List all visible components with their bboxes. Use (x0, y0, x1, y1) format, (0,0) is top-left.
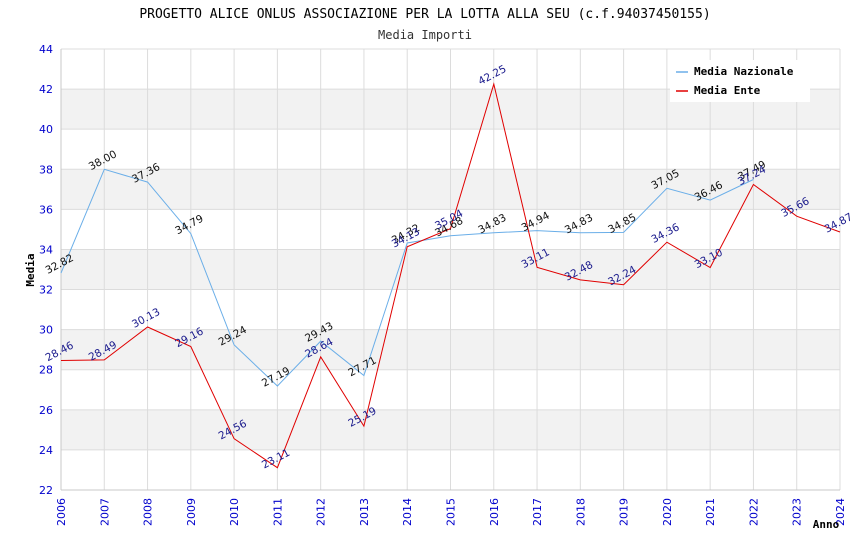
x-tick-label: 2019 (618, 498, 631, 526)
x-tick-label: 2017 (531, 498, 544, 526)
x-tick-label: 2011 (271, 498, 284, 526)
x-tick-label: 2021 (704, 498, 717, 526)
x-tick-label: 2024 (834, 498, 847, 526)
y-tick-label: 32 (39, 284, 53, 297)
y-tick-label: 30 (39, 324, 53, 337)
x-tick-label: 2009 (185, 498, 198, 526)
legend-label-ente: Media Ente (694, 84, 761, 97)
y-tick-label: 38 (39, 163, 53, 176)
y-tick-label: 42 (39, 83, 53, 96)
y-tick-label: 26 (39, 404, 53, 417)
y-tick-label: 22 (39, 484, 53, 497)
y-axis-label: Media (24, 253, 37, 286)
series-lines (60, 82, 841, 469)
x-tick-label: 2014 (401, 498, 414, 526)
y-axis-ticks: 22 24 26 28 30 32 34 36 38 40 42 44 (39, 43, 53, 497)
y-tick-label: 34 (39, 243, 53, 256)
y-tick-label: 28 (39, 364, 53, 377)
y-tick-label: 40 (39, 123, 53, 136)
series-line-nazionale (60, 168, 754, 387)
x-tick-label: 2013 (358, 498, 371, 526)
x-tick-label: 2010 (228, 498, 241, 526)
legend-box (670, 60, 810, 102)
x-tick-label: 2023 (791, 498, 804, 526)
x-tick-label: 2008 (142, 498, 155, 526)
x-tick-label: 2012 (315, 498, 328, 526)
x-tick-label: 2016 (488, 498, 501, 526)
chart-title: PROGETTO ALICE ONLUS ASSOCIAZIONE PER LA… (139, 7, 710, 22)
y-tick-label: 44 (39, 43, 53, 56)
chart-subtitle: Media Importi (378, 28, 472, 42)
legend-label-nazionale: Media Nazionale (694, 65, 794, 78)
x-tick-label: 2018 (574, 498, 587, 526)
x-tick-label: 2022 (747, 498, 760, 526)
x-axis-ticks: 2006 2007 2008 2009 2010 2011 2012 2013 2014 2015… (55, 498, 847, 526)
x-tick-label: 2015 (445, 498, 458, 526)
x-tick-label: 2007 (98, 498, 111, 526)
x-tick-label: 2006 (55, 498, 68, 526)
y-tick-label: 24 (39, 444, 53, 457)
series-line-ente (60, 82, 841, 469)
x-axis-label: Anno (813, 518, 840, 531)
y-tick-label: 36 (39, 203, 53, 216)
grid-lines (60, 48, 841, 491)
legend: Media Nazionale Media Ente (670, 60, 810, 102)
x-tick-label: 2020 (661, 498, 674, 526)
